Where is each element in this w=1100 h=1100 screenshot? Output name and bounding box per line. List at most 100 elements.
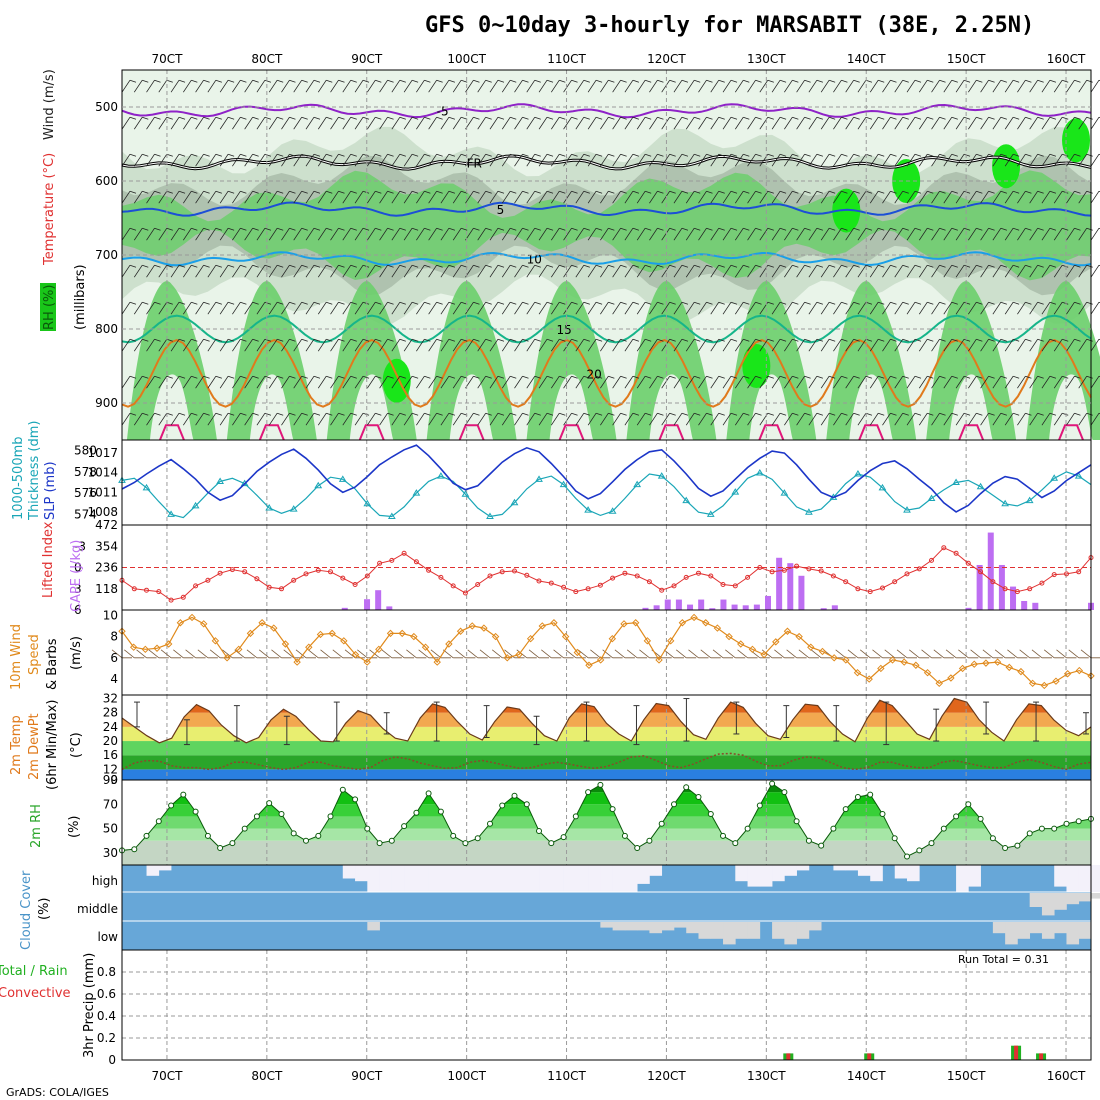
rh2m-marker (695, 794, 702, 800)
legend-thickness-b: Thickness (dm) (27, 421, 42, 521)
thickness-tick: 578 (74, 465, 97, 479)
wind-barb (1066, 116, 1081, 130)
wind-barb (685, 227, 701, 241)
wind-barb-10m (528, 649, 550, 659)
lifted-marker (180, 594, 186, 600)
wind-barb (489, 190, 505, 204)
lifted-marker (708, 573, 714, 579)
wind-barb-10m (357, 649, 378, 659)
cloud-clear-segment (1005, 922, 1018, 945)
cloud-clear-segment (661, 922, 675, 931)
cloud-clear-segment (784, 865, 797, 876)
wind-barb (575, 153, 590, 167)
wind-barb (808, 227, 824, 241)
thickness-marker (486, 512, 494, 519)
lifted-marker (806, 566, 812, 572)
legend-lifted: Lifted Index (41, 521, 56, 598)
wind-barb (833, 264, 848, 278)
wind-barb (1004, 375, 1020, 389)
wind-barb-10m (148, 649, 169, 659)
wind-barb (403, 264, 419, 278)
wind-barb (649, 375, 664, 389)
wind-barb (587, 412, 603, 426)
cloud-clear-segment (968, 865, 981, 887)
cloud-clear-segment (453, 865, 466, 892)
wind-barb (403, 79, 419, 93)
wind-speed-marker (480, 624, 488, 632)
wind-barb (955, 264, 971, 278)
rh-dry-core (449, 374, 494, 440)
wind-barb (452, 375, 468, 389)
rh2m-marker (413, 809, 420, 816)
wind-speed-marker (900, 658, 908, 666)
rh2m-marker (155, 818, 162, 825)
wind-barb-10m (933, 649, 954, 659)
rh-saturated-blob (992, 144, 1021, 189)
legend-wind10-c: & Barbs (45, 638, 60, 690)
wind-barb (416, 375, 431, 389)
temp-tick: 9 (110, 773, 118, 787)
wind-barb (661, 227, 676, 241)
lifted-marker (1051, 572, 1057, 578)
wind-barb (354, 116, 370, 130)
wind-barb (403, 153, 419, 167)
wind-barb (698, 338, 713, 352)
wind-barb (133, 338, 149, 352)
wind-barb (366, 338, 382, 352)
temp-tick: 16 (103, 748, 118, 762)
wind-barb (219, 190, 235, 204)
wind-barb (820, 190, 836, 204)
wind-barb (219, 375, 235, 389)
wind-barb (391, 264, 406, 278)
wind-barb (207, 264, 222, 278)
wind-barb (305, 79, 321, 93)
temp-tick: 32 (103, 692, 118, 706)
wind-barb (158, 153, 173, 167)
rh2m-marker (1014, 842, 1021, 849)
cape-bar (341, 607, 348, 610)
hot-contour (758, 424, 785, 441)
wind-barb (968, 301, 983, 315)
rh-dry-core (549, 374, 594, 440)
wind-barb (1004, 190, 1020, 204)
lifted-marker (315, 567, 321, 573)
wind-barb (440, 338, 456, 352)
wind-barb (649, 153, 664, 167)
time-label-bottom: 100CT (447, 1069, 486, 1083)
wind-barb (489, 79, 505, 93)
rh2m-marker (253, 813, 260, 820)
wind-barb (869, 227, 885, 241)
wind-barb (1029, 116, 1044, 130)
wind-barb (293, 227, 308, 241)
rh2m-marker (168, 802, 175, 809)
wind-barb (391, 375, 406, 389)
cloud-clear-segment (772, 865, 785, 882)
rh2m-marker (290, 830, 297, 837)
wind-barb (894, 375, 909, 389)
lifted-marker (279, 586, 284, 592)
wind-barb (575, 190, 590, 204)
wind-barb (428, 227, 443, 241)
wind-barb (317, 301, 333, 315)
wind-barb (244, 116, 259, 130)
wind-barb-10m (774, 649, 795, 659)
wind-barb (330, 375, 345, 389)
wind-barb (833, 338, 848, 352)
cape-bar (742, 605, 749, 610)
time-label-top: 90CT (351, 52, 383, 66)
wind-barb (808, 338, 824, 352)
wind-barb (256, 338, 272, 352)
lifted-marker (843, 579, 849, 585)
wind-barb (317, 412, 333, 426)
wind-barb (146, 190, 161, 204)
wind-barb-10m (626, 649, 648, 659)
wind-barb-10m (688, 649, 709, 659)
wind-barb (158, 375, 173, 389)
wind-barb (563, 264, 578, 278)
cape-bar (831, 605, 838, 610)
wind-barb-10m (111, 649, 132, 659)
wind-barb (734, 264, 750, 278)
rh2m-marker (621, 832, 628, 839)
wind-speed-marker (340, 637, 348, 645)
wind-speed-marker (211, 637, 220, 645)
